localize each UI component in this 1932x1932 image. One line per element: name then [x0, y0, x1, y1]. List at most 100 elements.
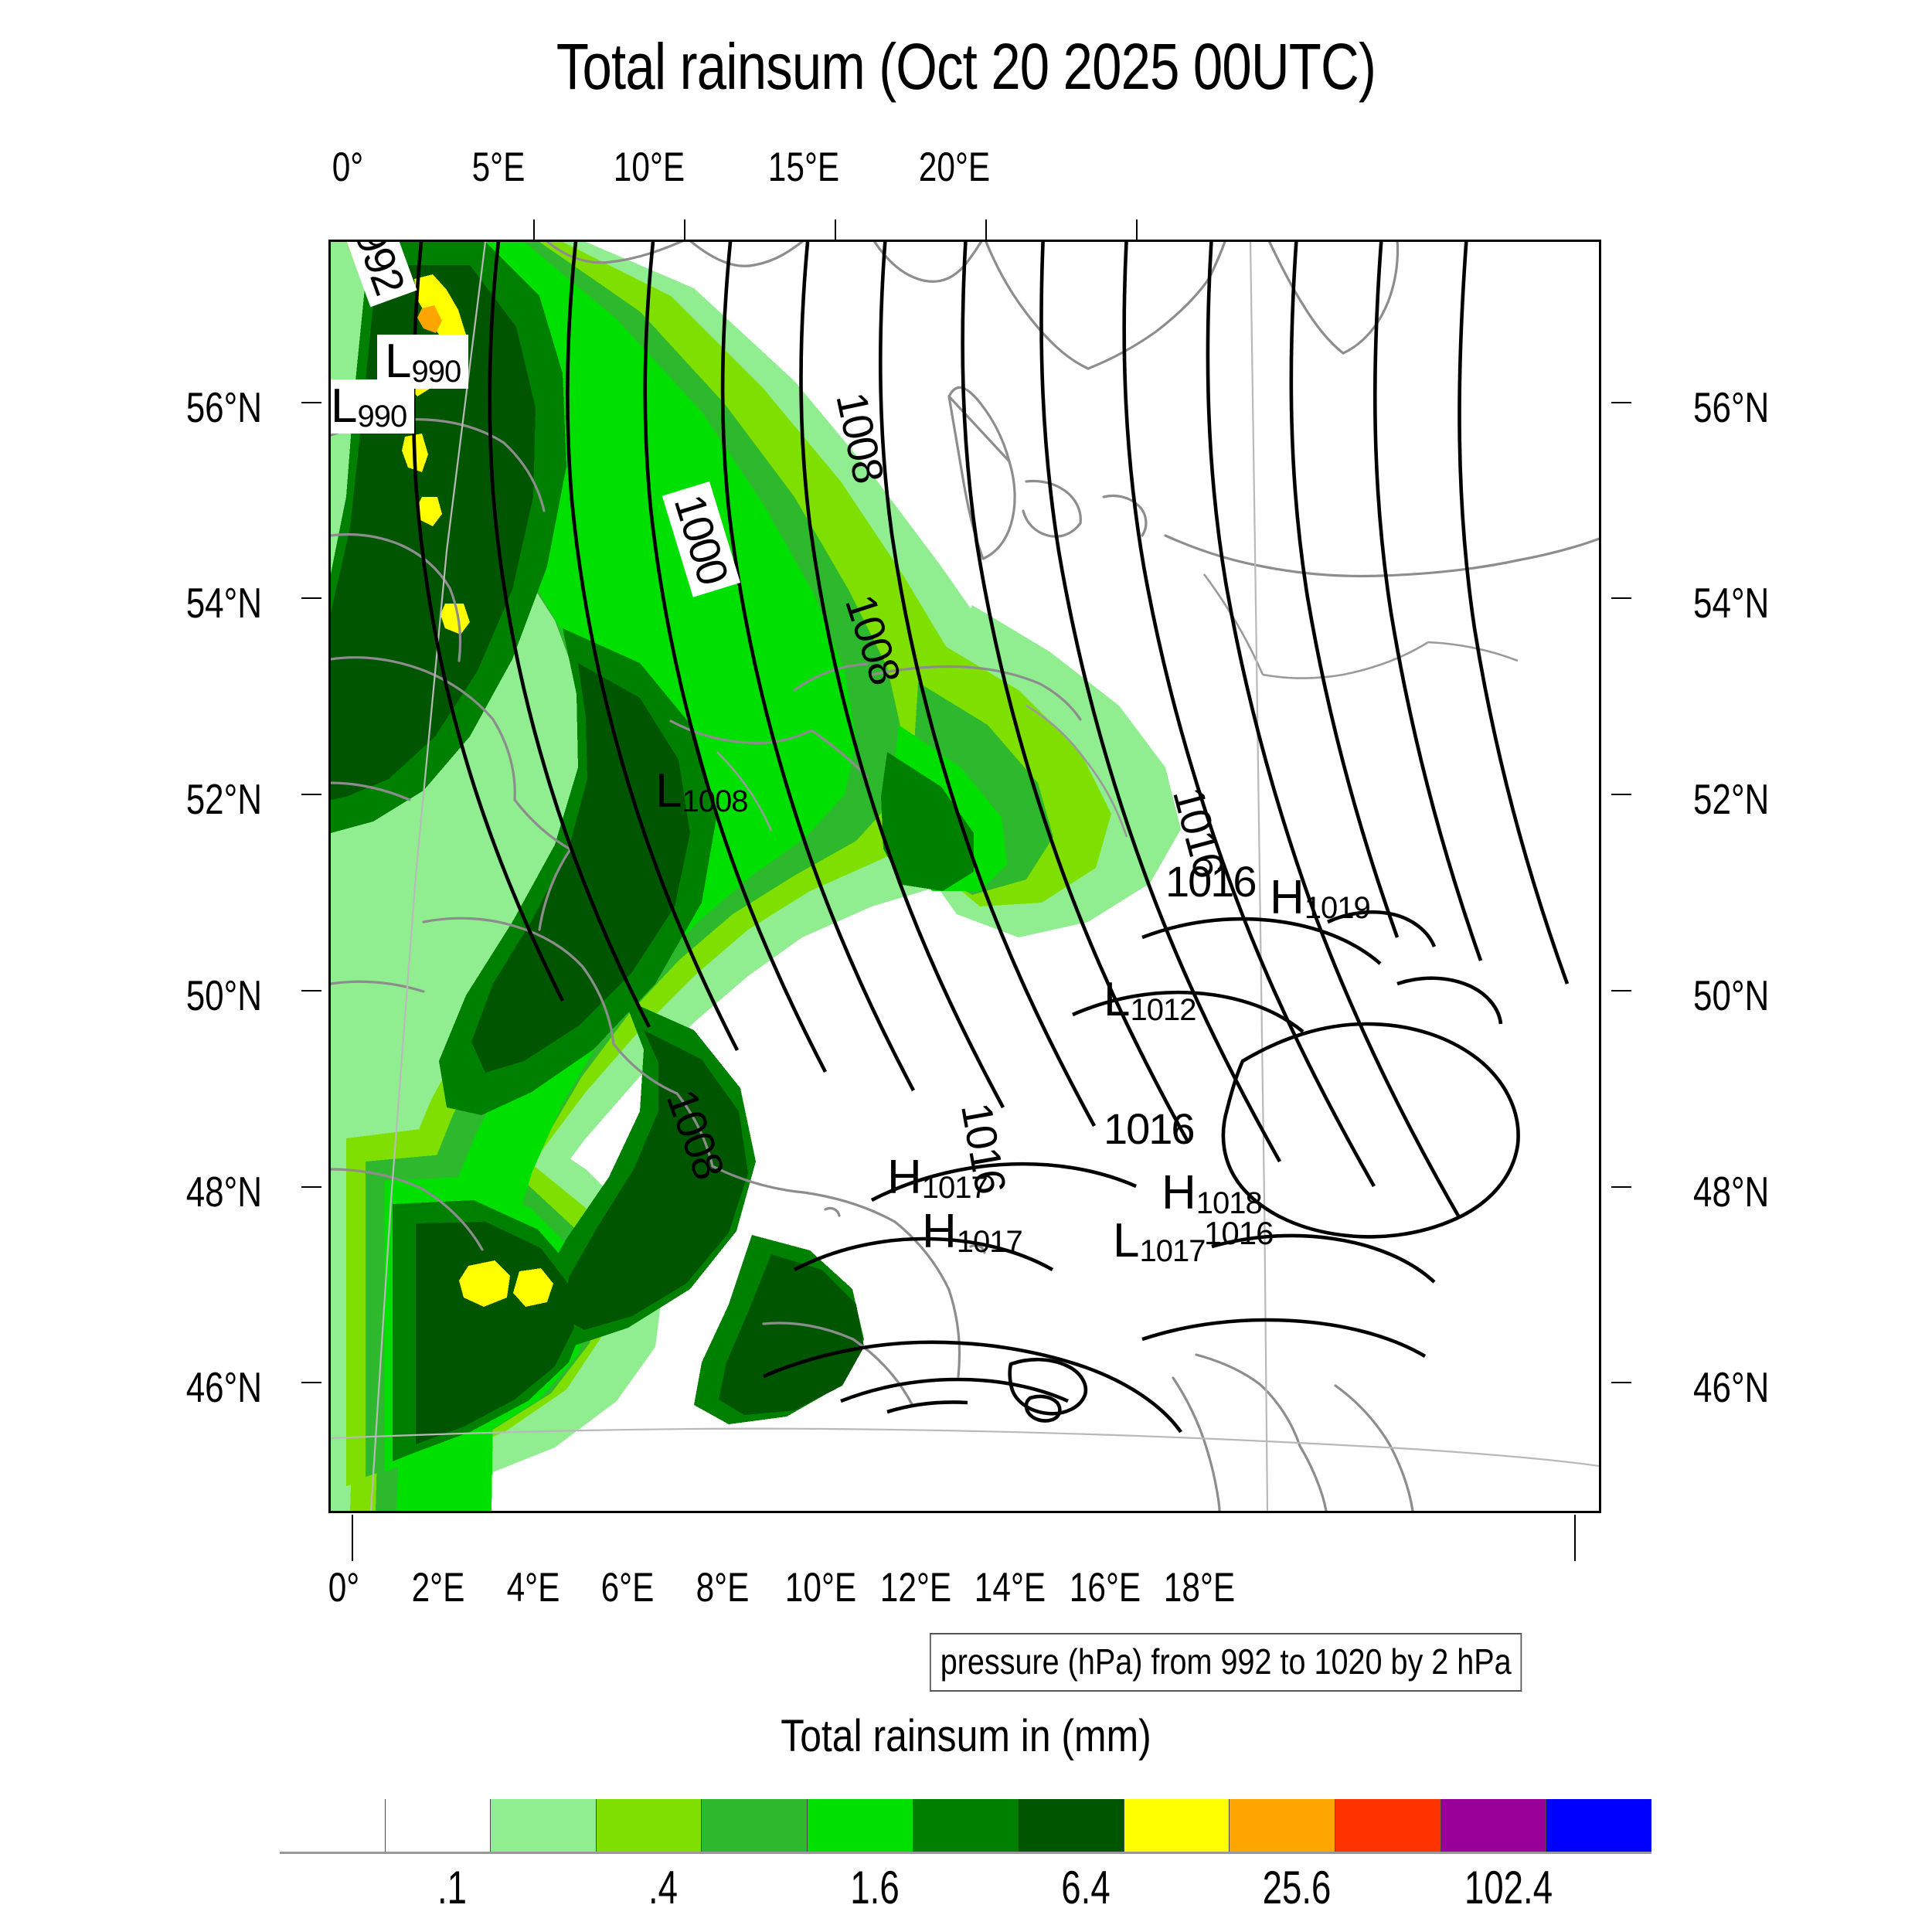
high-letter: H: [1270, 871, 1304, 924]
tick-top: [684, 219, 685, 240]
pressure-low-1012: L1012: [1104, 973, 1196, 1027]
tick-right: [1611, 597, 1631, 599]
top-axis-tick-3: 15°E: [767, 145, 840, 190]
colorbar-label-0: .1: [437, 1862, 468, 1913]
low-letter: L: [331, 379, 358, 433]
colorbar-cell-5[interactable]: [808, 1799, 913, 1852]
right-axis-tick-1: 54°N: [1693, 579, 1770, 627]
high-value: 1018: [1196, 1186, 1263, 1220]
colorbar-cell-9[interactable]: [1230, 1799, 1336, 1852]
page-title: Total rainsum (Oct 20 2025 00UTC): [556, 30, 1376, 103]
bottom-axis-tick-1: 2°E: [411, 1565, 465, 1611]
left-axis-tick-4: 48°N: [185, 1168, 262, 1216]
low-value: 1012: [1130, 993, 1196, 1027]
tick-top: [985, 219, 987, 240]
colorbar-label-5: 102.4: [1464, 1862, 1553, 1913]
high-value: 1017: [956, 1225, 1023, 1259]
tick-left: [301, 1382, 321, 1383]
tick-right: [1611, 990, 1631, 992]
weather-map[interactable]: 992 L990 L990 1008 1000 1008 L1008 1016 …: [328, 240, 1601, 1513]
bottom-axis-tick-8: 16°E: [1069, 1565, 1141, 1611]
right-axis-tick-3: 50°N: [1693, 971, 1770, 1019]
tick-left: [301, 794, 321, 795]
colorbar-cell-11[interactable]: [1440, 1799, 1547, 1852]
right-axis-tick-0: 56°N: [1693, 383, 1770, 431]
colorbar-cell-8[interactable]: [1124, 1799, 1230, 1852]
tick-bottom: [1574, 1515, 1576, 1561]
bottom-axis-tick-0: 0°: [328, 1565, 360, 1611]
colorbar-label-2: 1.6: [850, 1862, 900, 1913]
high-letter: H: [1162, 1166, 1196, 1219]
right-axis-tick-2: 52°N: [1693, 775, 1770, 823]
contour-label-1016-e: 1016: [1204, 1215, 1274, 1251]
pressure-high-1018: H1018: [1162, 1166, 1263, 1220]
top-axis-tick-0: 0°: [332, 145, 364, 190]
coastlines: [331, 242, 1599, 1511]
colorbar[interactable]: [280, 1799, 1651, 1854]
colorbar-cell-2[interactable]: [491, 1799, 597, 1852]
pressure-low-1017: L1017: [1113, 1214, 1206, 1268]
colorbar-label-3: 6.4: [1061, 1862, 1111, 1913]
low-letter: L: [1104, 973, 1131, 1026]
top-axis-tick-1: 5°E: [471, 145, 526, 190]
left-axis-tick-0: 56°N: [185, 383, 262, 431]
low-letter: L: [385, 335, 412, 388]
low-value: 1017: [1139, 1234, 1206, 1268]
tick-top: [1136, 219, 1138, 240]
bottom-axis-tick-5: 10°E: [784, 1565, 857, 1611]
contour-label-1016-d: 1016: [1104, 1104, 1196, 1153]
tick-left: [301, 1186, 321, 1188]
tick-bottom: [352, 1515, 353, 1561]
low-value: 990: [411, 355, 461, 389]
colorbar-labels: .1 .4 1.6 6.4 25.6 102.4: [280, 1861, 1651, 1930]
pressure-low-1008: L1008: [655, 767, 748, 818]
high-value: 1019: [1304, 891, 1371, 925]
right-axis-tick-5: 46°N: [1693, 1363, 1770, 1411]
tick-left: [301, 402, 321, 403]
bottom-axis-tick-6: 12°E: [879, 1565, 952, 1611]
low-value: 990: [357, 400, 407, 434]
low-letter: L: [1113, 1214, 1140, 1267]
tick-left: [301, 990, 321, 992]
tick-top: [533, 219, 535, 240]
colorbar-cell-3[interactable]: [596, 1799, 702, 1852]
colorbar-cell-12[interactable]: [1546, 1799, 1651, 1852]
right-axis-tick-4: 48°N: [1693, 1168, 1770, 1216]
colorbar-cell-1[interactable]: [385, 1799, 492, 1852]
high-letter: H: [887, 1151, 922, 1204]
bottom-axis-tick-3: 6°E: [600, 1565, 655, 1611]
colorbar-cell-4[interactable]: [702, 1799, 808, 1852]
tick-right: [1611, 794, 1631, 795]
high-value: 1017: [921, 1171, 988, 1205]
high-letter: H: [922, 1205, 957, 1258]
top-axis-tick-4: 20°E: [918, 145, 991, 190]
pressure-legend: pressure (hPa) from 992 to 1020 by 2 hPa: [930, 1633, 1522, 1692]
left-axis-tick-2: 52°N: [185, 775, 262, 823]
top-axis-tick-2: 10°E: [613, 145, 685, 190]
left-axis-tick-5: 46°N: [185, 1363, 262, 1411]
colorbar-cell-7[interactable]: [1019, 1799, 1124, 1852]
precip-layer-3.2: [331, 265, 864, 1444]
bottom-axis-tick-2: 4°E: [506, 1565, 560, 1611]
pressure-high-1019: H1019: [1270, 871, 1371, 925]
low-value: 1008: [682, 784, 748, 818]
colorbar-cell-10[interactable]: [1335, 1799, 1441, 1852]
colorbar-title: Total rainsum in (mm): [781, 1711, 1151, 1761]
tick-right: [1611, 1382, 1631, 1383]
contour-label-1016-b: 1016: [1165, 857, 1257, 906]
tick-right: [1611, 1186, 1631, 1188]
left-axis-tick-1: 54°N: [185, 579, 262, 627]
pressure-low-990-b: L990: [331, 379, 415, 434]
bottom-axis-tick-9: 18°E: [1163, 1565, 1236, 1611]
tick-top: [835, 219, 836, 240]
map-canvas: [331, 242, 1599, 1511]
left-axis-tick-3: 50°N: [185, 971, 262, 1019]
pressure-high-1017-a: H1017: [887, 1151, 988, 1205]
tick-left: [301, 597, 321, 599]
colorbar-cell-6[interactable]: [913, 1799, 1019, 1852]
colorbar-cell-0[interactable]: [280, 1799, 386, 1852]
bottom-axis-tick-7: 14°E: [974, 1565, 1046, 1611]
pressure-high-1017-b: H1017: [922, 1205, 1023, 1259]
tick-right: [1611, 402, 1631, 403]
